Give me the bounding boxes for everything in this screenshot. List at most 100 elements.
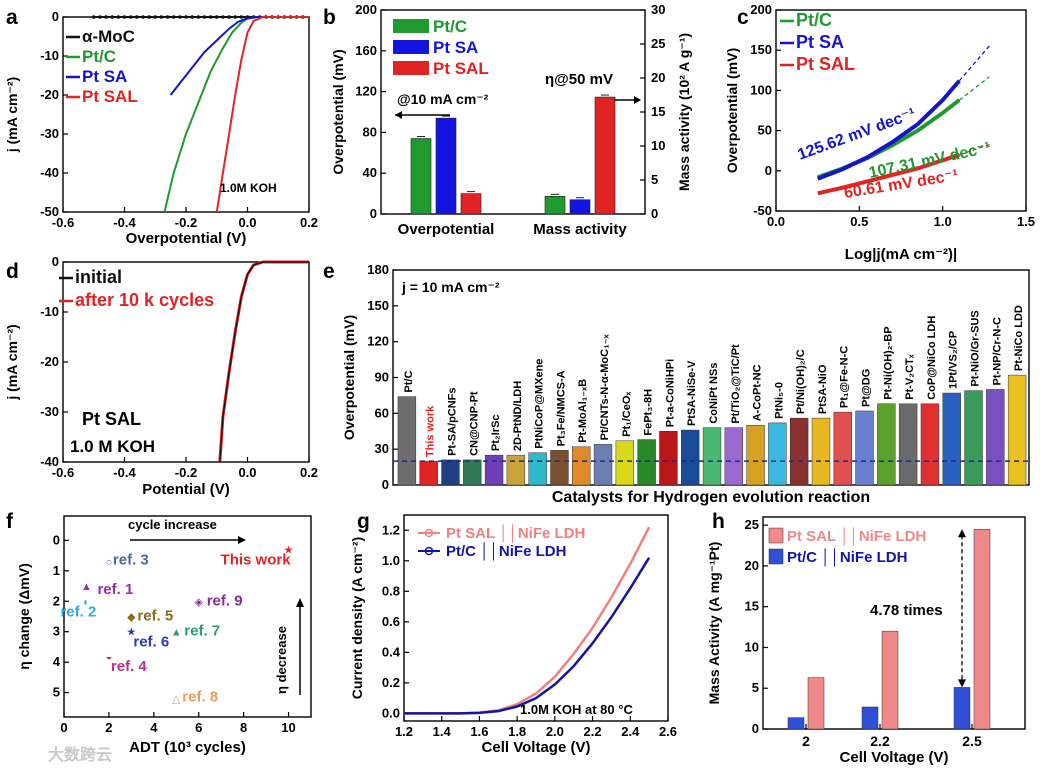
panel-d-x-tick-label: 0.0 [238,465,256,480]
panel-g-ylabel: Current density (A cm⁻²) [349,537,365,699]
panel-e-bar [506,454,526,486]
panel-e-category-label: Pt@DG [861,369,873,407]
panel-g-x-tick-label: 2.0 [546,724,564,739]
panel-c-series-1-fit [958,45,990,82]
panel-c-y-tick-label: 200 [750,2,772,17]
panel-b-bar [544,196,566,215]
panel-e-category-label: Pt/CNTs-N-α-MoC₁₋ₓ [599,334,611,441]
panel-b-category-label: Overpotential [398,221,495,238]
panel-d-x-tick-label: -0.2 [175,465,197,480]
panel-b-bar [569,199,591,215]
panel-g-x-tick-label: 1.8 [508,724,526,739]
panel-a-alpha-moc-marker [221,15,225,19]
panel-e-xlabel: Catalysts for Hydrogen evolution reactio… [552,489,870,506]
panel-c-y-tick-label: 50 [758,123,772,138]
panel-d-x-tick-label: -0.6 [52,465,74,480]
panel-f-x-tick-label: 0 [60,720,67,735]
panel-b-legend-label: Pt SAL [433,59,489,78]
panel-a-alpha-moc-marker [147,15,151,19]
panel-h-y-tick-label: 0 [752,721,759,736]
panel-a-alpha-moc-marker [171,15,176,19]
panel-f-y-tick-label: 2 [53,593,60,608]
panel-c-slope-label-1: 125.62 mV dec⁻¹ [796,105,918,163]
panel-a-alpha-moc-marker [153,15,158,19]
panel-e-bar [441,459,460,486]
panel-g-x-tick-label: 1.6 [470,724,488,739]
panel-e-category-label: Pt₁@Fe-N-C [839,346,851,408]
panel-h-y-tick-label: 5 [752,680,759,695]
panel-h-ratio-arrowhead-top [958,529,966,538]
panel-b-arrowhead-left [395,111,402,119]
panel-f-point-label: ref. 9 [207,592,243,609]
panel-e-category-label: FePt₃-8H [643,389,655,436]
panel-d-y-tick-label: -40 [40,454,59,469]
panel-a-alpha-moc-marker [202,15,207,19]
panel-h-bar [861,706,879,730]
panel-e-category-label: PtSA-NiO [817,364,829,414]
panel-d-legend-0-label: initial [75,267,122,287]
panel-h-y-tick-label: 20 [745,558,759,573]
panel-e-category-label: Pt-NiO/Gr-SUS [970,310,982,386]
panel-a-annotation: 1.0M KOH [220,181,277,195]
panel-f-scatter-chart: 0 2 4 6 8 10 0 1 2 3 4 5 ADT (10³ cycles) η change (Δ… [16,515,312,756]
panel-e-bar [833,411,852,486]
panel-c-x-tick-label: 0.5 [850,214,868,229]
panel-b-bar-chart: 0 40 80 120 160 200 0 5 10 15 20 25 30 Overpotential … [330,2,692,238]
panel-e-category-label: Pt₃Fe/NMCS-A [555,370,567,446]
panel-c-frame [775,9,1027,212]
panel-a-y-tick-label: -10 [40,48,59,63]
panel-e-bar [746,425,765,486]
panel-e-category-label: 2D-PtND/LDH [512,381,524,451]
panel-d-y-tick-label: -20 [40,354,59,369]
panel-a-y-tick-label: -30 [40,126,59,141]
panel-b-y2-tick-label: 25 [651,36,665,51]
panel-g-y-tick-label: 0.6 [382,614,400,629]
panel-b-y2label: Mass activity (10² A g⁻¹) [676,33,692,191]
panel-e-category-label: CoP@NiCo LDH [926,316,938,400]
panel-f-x-tick-label: 6 [195,720,202,735]
panel-c-y-tick-label: -50 [753,203,772,218]
panel-e-y-tick-label: 90 [375,370,389,385]
panel-g-series-1-line [404,557,651,715]
watermark-text: 大数跨云 [48,745,112,764]
panel-f-point-marker: ▲ [171,627,182,639]
panel-e-category-label: Pt-V₂CTₓ [904,353,916,400]
panel-g-y-tick-label: 0.2 [382,675,400,690]
panel-b-y2-tick-label: 30 [651,2,665,17]
panel-a-y-tick-label: -40 [40,165,59,180]
panel-a-alpha-moc-marker [227,15,231,19]
panel-h-bar [807,677,825,730]
panel-h-xlabel: Cell Voltage (V) [840,749,949,766]
panel-g-x-tick-label: 2.2 [584,724,602,739]
panel-c-series-1-line [816,79,961,181]
panel-label-d: d [6,260,19,283]
panel-a-alpha-moc-marker [165,15,170,19]
panel-a-alpha-moc-marker [128,15,133,19]
panel-b-y2-tick-label: 15 [651,104,665,119]
panel-e-bar [768,422,787,486]
panel-a-x-tick-label: 0.2 [300,215,318,230]
panel-a-alpha-moc-marker [110,15,114,19]
panel-b-legend-label: Pt/C [433,17,467,36]
panel-e-bar [659,431,678,486]
panel-a-alpha-moc-marker [233,15,237,19]
panel-c-legend-1-label: Pt SA [796,32,844,52]
panel-a-alpha-moc-marker [190,15,194,19]
panel-f-point-label: ref. 8 [182,689,218,706]
panel-e-category-label: Pt/Ni(OH)₂/C [795,349,807,414]
panel-a-alpha-moc-marker [239,15,244,19]
panel-e-bar [811,417,831,486]
panel-e-category-label: 1Pt/VS₂/CP [948,331,960,389]
panel-b-ylabel: Overpotential (mV) [330,49,346,174]
panel-c-y-tick-label: 150 [750,42,772,57]
panel-g-legend-label: Pt SAL ││NiFe LDH [446,524,585,543]
panel-b-y-tick-label: 80 [363,124,377,139]
panel-h-category-label: 2.2 [870,733,890,749]
panel-d-x-tick-label: 0.2 [300,465,318,480]
panel-e-category-label: CoNiPt NSs [708,363,720,424]
panel-h-bar [881,630,899,730]
panel-e-category-label: CN@CNP-Pt [468,391,480,456]
panel-a-alpha-moc-marker [141,15,145,19]
panel-e-bar [572,446,591,486]
